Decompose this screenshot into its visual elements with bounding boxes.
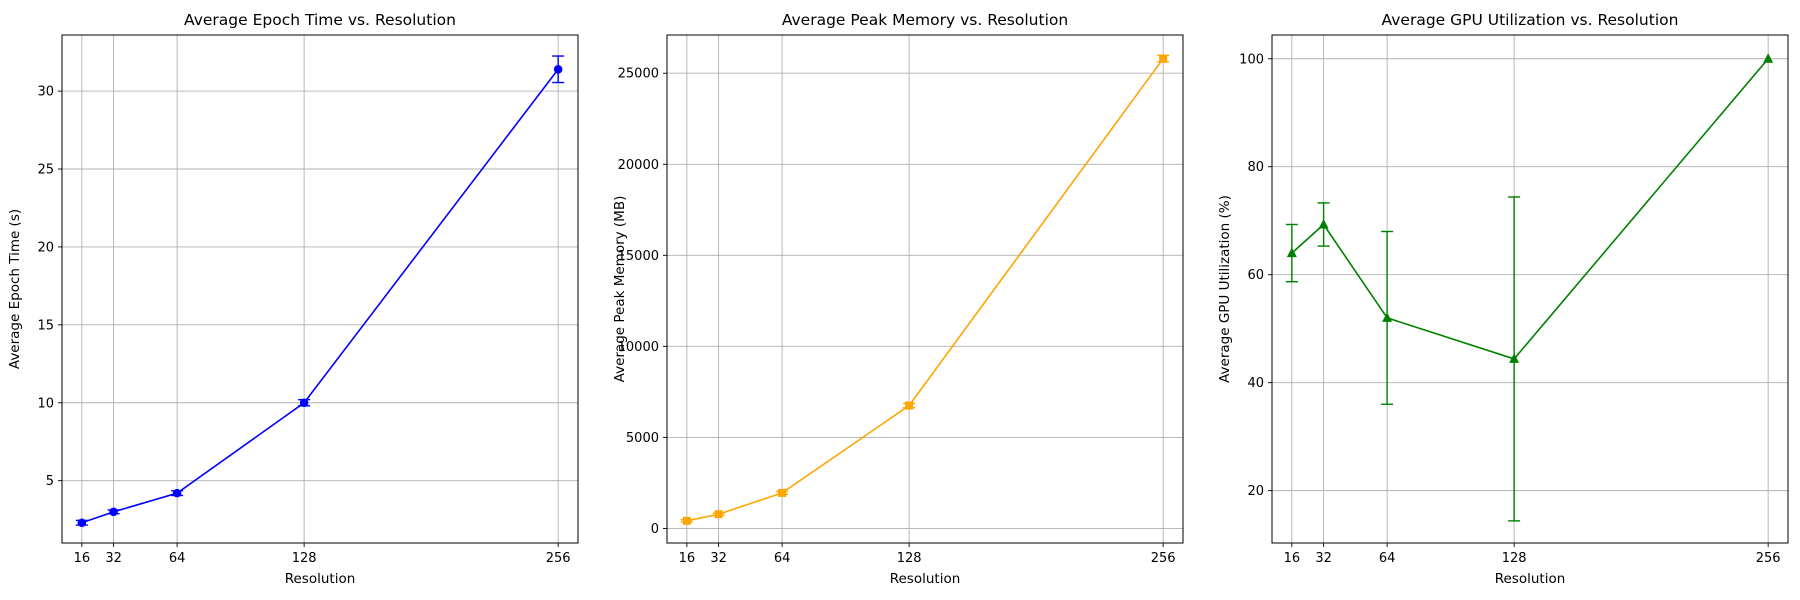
x-axis-label: Resolution <box>890 571 961 587</box>
data-point <box>299 398 309 408</box>
data-point <box>553 64 563 74</box>
x-tick-label: 32 <box>710 551 727 566</box>
data-point <box>1318 218 1329 229</box>
data-point <box>1509 353 1520 363</box>
chart-panel-2: 16 32 64 128 256 0 5000 10000 15000 20000 25000 Ave… <box>612 11 1184 587</box>
y-axis-label: Average Peak Memory (MB) <box>612 196 628 383</box>
chart-title: Average Epoch Time vs. Resolution <box>184 11 456 29</box>
y-axis-label: Average GPU Utilization (%) <box>1217 195 1233 383</box>
x-tick-label: 64 <box>774 551 791 566</box>
x-tick-label: 256 <box>1756 551 1781 566</box>
x-tick-label: 16 <box>679 551 696 566</box>
series-line <box>81 68 559 524</box>
y-tick-label: 60 <box>1247 268 1264 283</box>
y-tick-label: 25 <box>37 163 54 178</box>
data-point <box>77 518 87 528</box>
data-point <box>1159 54 1168 63</box>
y-tick-label: 5000 <box>626 431 659 446</box>
y-tick-label: 30 <box>37 85 54 100</box>
data-point <box>1763 53 1774 63</box>
x-tick-label: 32 <box>105 551 122 566</box>
y-tick-label: 15 <box>37 318 54 333</box>
data-point <box>778 488 787 497</box>
y-tick-label: 80 <box>1247 160 1264 175</box>
y-tick-label: 10000 <box>618 340 659 355</box>
data-point <box>905 401 914 410</box>
data-point <box>714 510 723 519</box>
y-tick-label: 40 <box>1247 376 1264 391</box>
x-tick-label: 256 <box>1151 551 1176 566</box>
x-tick-label: 16 <box>1284 551 1301 566</box>
x-tick-label: 16 <box>74 551 91 566</box>
chart-panel-1: 16 32 64 128 256 5 10 15 20 25 30 Average Epoch Tim… <box>7 11 579 587</box>
x-axis-label: Resolution <box>285 571 356 587</box>
series-line <box>686 58 1164 522</box>
y-tick-label: 25000 <box>618 67 659 82</box>
data-point <box>1286 247 1297 258</box>
y-tick-label: 5 <box>46 474 54 489</box>
y-tick-label: 20 <box>1247 484 1264 499</box>
y-tick-label: 100 <box>1239 52 1264 67</box>
y-tick-label: 10 <box>37 396 54 411</box>
plot-frame <box>1271 34 1789 544</box>
y-tick-label: 15000 <box>618 249 659 264</box>
x-tick-label: 64 <box>169 551 186 566</box>
x-tick-label: 128 <box>292 551 317 566</box>
plot-frame <box>666 34 1184 544</box>
chart-panel-3: 16 32 64 128 256 20 40 60 80 100 Average GPU Utili… <box>1217 11 1789 587</box>
series-line <box>1291 58 1769 360</box>
x-tick-label: 128 <box>897 551 922 566</box>
data-point <box>682 516 691 525</box>
y-tick-label: 20 <box>37 240 54 255</box>
y-tick-label: 0 <box>651 522 659 537</box>
x-tick-label: 32 <box>1315 551 1332 566</box>
x-axis-label: Resolution <box>1495 571 1566 587</box>
y-axis-label: Average Epoch Time (s) <box>7 209 23 369</box>
x-tick-label: 64 <box>1379 551 1396 566</box>
data-point <box>109 507 118 517</box>
y-tick-label: 20000 <box>618 158 659 173</box>
x-tick-label: 256 <box>546 551 571 566</box>
x-tick-label: 128 <box>1502 551 1527 566</box>
chart-title: Average Peak Memory vs. Resolution <box>782 11 1068 29</box>
plot-frame <box>61 34 579 544</box>
data-point <box>172 488 182 498</box>
data-point <box>1382 312 1393 322</box>
chart-title: Average GPU Utilization vs. Resolution <box>1382 11 1679 29</box>
